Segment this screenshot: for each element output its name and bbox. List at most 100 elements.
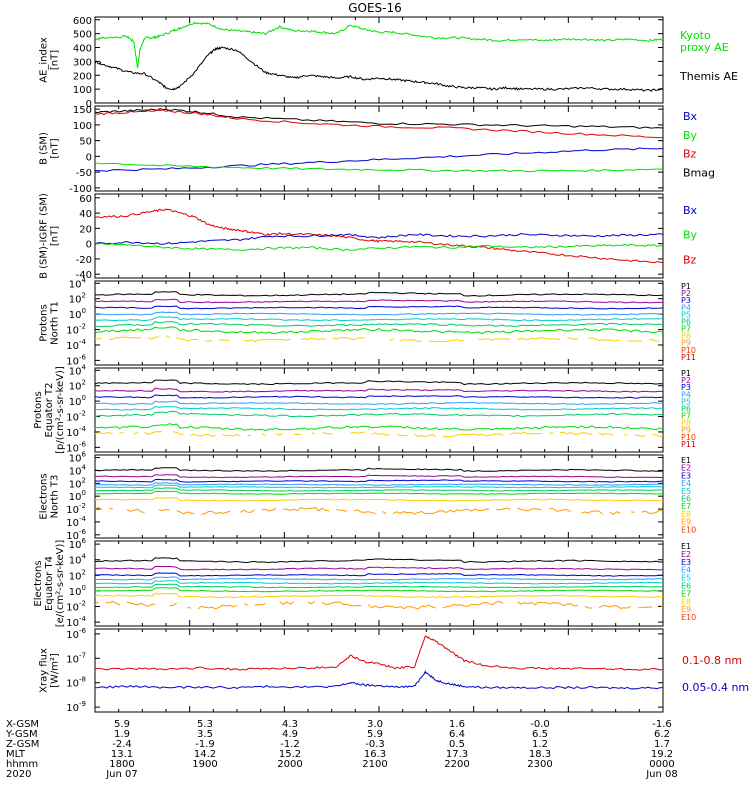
legend-entry: E5 [681,574,691,583]
y-tick-label: 0 [86,99,92,110]
legend-entry: P4 [681,390,691,399]
axis-column-value: 0.5 [449,739,465,750]
series-line [321,601,362,607]
series-line [95,431,113,435]
y-axis-label: B (SM)-IGRF (SM) [39,193,50,279]
series-line [311,432,316,435]
series-line [95,478,663,483]
series-line [638,606,653,609]
legend-entry: E2 [681,550,691,559]
axis-column-value: -1.9 [195,739,215,750]
y-axis-label: [nT] [50,138,61,158]
panel-frame [94,16,664,104]
legend-entry: E7 [681,502,691,511]
series-line [95,490,663,495]
y-tick-label: 104 [69,553,87,567]
series-group [95,291,663,343]
axis-column-value: 5.3 [197,719,213,730]
series-line [584,606,593,609]
series-line [95,291,663,297]
series-line [169,602,177,607]
legend-entry: P1 [681,282,691,291]
legend-entry: P8 [681,419,691,428]
series-line [389,338,394,342]
y-axis-label: Equator T2 [44,383,55,438]
y-tick-label: 50 [79,137,92,148]
axis-row-label: Z-GSM [6,739,39,750]
series-line [95,108,663,129]
y-axis-label: [nT] [50,50,61,70]
series-line [95,46,663,93]
series-line [144,431,163,435]
series-line [261,508,277,512]
series-line [332,336,365,341]
legend-entry: E1 [681,456,691,465]
series-line [567,337,578,341]
y-axis-label: [nT] [50,226,61,246]
series-line [283,507,330,512]
legend-entry: P2 [681,376,691,385]
legend-entry: P3 [681,296,691,305]
y-axis-label: B (SM) [39,132,50,165]
series-line [95,242,663,252]
y-tick-label: 200 [73,71,92,82]
series-line [392,508,490,515]
series-group [95,635,663,690]
legend-entry: Kyoto [680,29,711,42]
y-tick-label: 100 [69,307,86,321]
series-line [588,337,621,342]
y-tick-label: 10-9 [66,700,86,714]
axis-column-value: 6.4 [449,729,465,740]
series-line [95,298,663,304]
y-tick-label: 0 [86,152,92,163]
y-tick-label: 400 [73,44,92,55]
legend-entry: Bz [683,253,697,266]
series-line [95,21,663,69]
series-line [275,432,284,436]
axis-row-label: Y-GSM [5,729,38,740]
series-line [95,305,663,310]
legend-entry: E3 [681,471,691,480]
series-line [510,431,543,435]
series-line [133,431,138,435]
series-line [109,336,142,340]
legend-entry: P11 [681,440,696,449]
series-line [95,410,663,418]
y-tick-label: 100 [73,121,92,132]
series-line [247,434,252,437]
series-line [95,497,663,502]
y-tick-label: 102 [69,292,86,306]
axis-column-value: -1.6 [652,719,672,730]
series-line [279,601,295,606]
series-line [478,338,511,341]
y-tick-label: 10-2 [66,323,86,337]
series-line [549,432,554,434]
legend-entry: P3 [681,383,691,392]
series-line [648,339,660,343]
series-line [109,507,113,510]
legend-entry: E4 [681,479,691,488]
series-line [396,433,408,437]
series-line [95,583,663,589]
axis-column-value: 5.9 [114,719,130,730]
series-line [609,511,621,516]
series-line [641,509,663,514]
series-line [95,601,99,605]
series-line [442,433,504,438]
axis-column-value: 5.9 [367,729,383,740]
axis-column-value: -0.0 [530,719,550,730]
series-line [176,337,198,342]
y-tick-label: -50 [76,168,92,179]
legend-entry: P8 [681,332,691,341]
y-tick-label: 10-8 [66,676,86,690]
legend-entry: E6 [681,582,691,591]
axis-column-value: 2000 [277,759,302,770]
panel-frame [94,454,664,539]
series-line [630,511,635,513]
axis-column-value: 1900 [192,759,217,770]
series-line [300,337,326,341]
series-line [307,600,316,605]
legend-entry: Bx [683,110,698,123]
legend-entry: P4 [681,303,691,312]
